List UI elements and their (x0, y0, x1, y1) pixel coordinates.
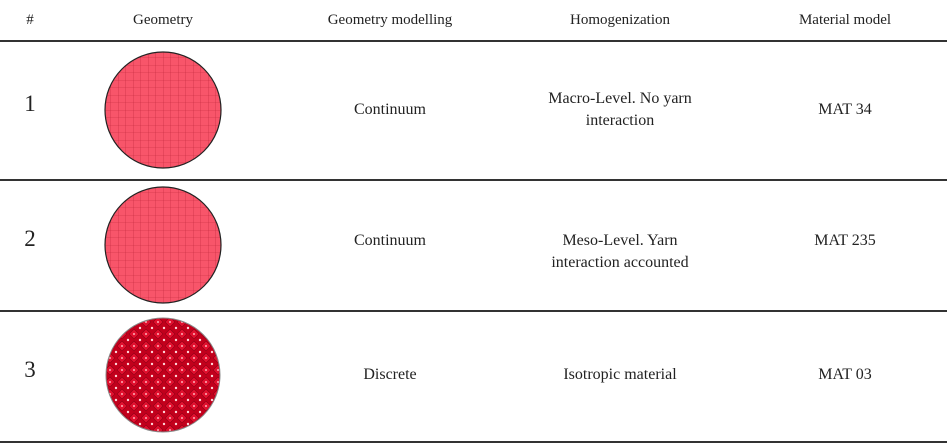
cell: Meso-Level. Yarn interaction accounted (551, 232, 689, 271)
cell: Isotropic material (563, 366, 677, 383)
cell: MAT 34 (818, 101, 872, 118)
cell: Continuum (353, 232, 427, 249)
geometry-image (104, 51, 222, 169)
cell: MAT 03 (818, 366, 872, 383)
header-cell: Geometry (133, 12, 193, 28)
cell: Macro-Level. No yarn interaction (548, 90, 692, 129)
header-cell: Homogenization (570, 12, 670, 28)
header-rule (0, 40, 947, 42)
cell: Continuum (353, 101, 427, 118)
cell: Discrete (363, 366, 417, 383)
row-rule (0, 179, 947, 181)
row-number: 1 (24, 91, 36, 116)
row-rule (0, 310, 947, 312)
header-cell: Material model (798, 12, 892, 28)
header-cell: # (26, 12, 34, 28)
row-number: 3 (24, 357, 36, 382)
geometry-image (104, 186, 222, 304)
header-cell: Geometry modelling (327, 12, 453, 28)
cell: MAT 235 (814, 232, 876, 249)
row-number: 2 (24, 226, 36, 251)
bottom-rule (0, 441, 947, 443)
geometry-image (105, 317, 221, 433)
